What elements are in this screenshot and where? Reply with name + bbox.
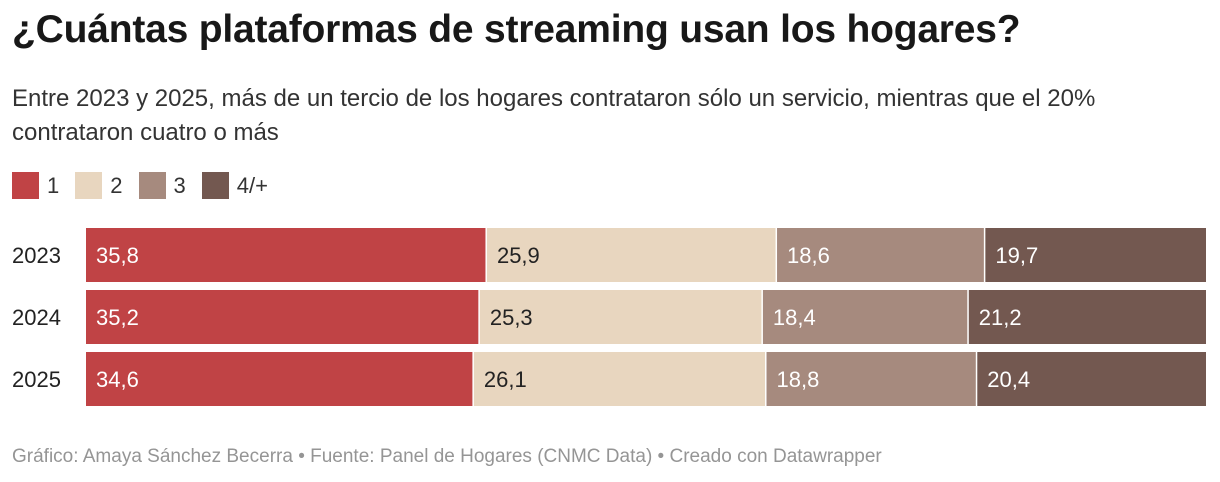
row-label-2025: 2025 — [12, 367, 61, 392]
data-label-2023-4: 19,7 — [995, 243, 1038, 268]
data-label-2025-1: 34,6 — [96, 367, 139, 392]
chart-subtitle: Entre 2023 y 2025, más de un tercio de l… — [12, 85, 1096, 146]
data-label-2023-2: 25,9 — [497, 243, 540, 268]
legend-item-3: 3 — [138, 172, 186, 199]
chart-title: ¿Cuántas plataformas de streaming usan l… — [12, 8, 1021, 51]
bar-segment-2025-3 — [766, 352, 976, 406]
bar-segment-2023-2 — [486, 228, 776, 282]
data-label-2023-1: 35,8 — [96, 243, 139, 268]
legend-swatch-1 — [12, 172, 39, 199]
footer-credits: Gráfico: Amaya Sánchez Becerra • Fuente:… — [12, 446, 882, 467]
legend-label-2: 2 — [110, 172, 123, 198]
legend: 1 2 3 4/+ — [12, 172, 284, 199]
data-label-2025-2: 26,1 — [484, 367, 527, 392]
data-label-2023-3: 18,6 — [787, 243, 830, 268]
bar-segment-2025-4 — [977, 352, 1206, 406]
row-label-2023: 2023 — [12, 243, 61, 268]
legend-item-4: 4/+ — [201, 172, 268, 199]
bar-segment-2025-1 — [86, 352, 473, 406]
bar-segment-2024-1 — [86, 290, 479, 344]
legend-label-3: 3 — [173, 172, 186, 198]
bar-segment-2023-1 — [86, 228, 486, 282]
stacked-bar-chart: 2023 35,8 25,9 18,6 19,7 2024 35,2 25,3 18,4 21,2… — [12, 228, 1206, 406]
bar-segment-2024-3 — [762, 290, 968, 344]
bar-segment-2024-4 — [968, 290, 1206, 344]
bar-segment-2023-4 — [985, 228, 1206, 282]
data-label-2024-3: 18,4 — [773, 305, 816, 330]
legend-item-1: 1 — [12, 172, 59, 199]
data-label-2024-2: 25,3 — [490, 305, 533, 330]
row-label-2024: 2024 — [12, 305, 61, 330]
legend-item-2: 2 — [75, 172, 123, 199]
legend-label-1: 1 — [47, 172, 60, 198]
legend-label-4: 4/+ — [236, 172, 268, 198]
bar-segment-2024-2 — [479, 290, 762, 344]
legend-swatch-4 — [201, 172, 229, 199]
bar-segment-2025-2 — [473, 352, 766, 406]
data-label-2025-4: 20,4 — [987, 367, 1030, 392]
legend-swatch-2 — [75, 172, 103, 199]
bar-segment-2023-3 — [777, 228, 984, 282]
legend-swatch-3 — [138, 172, 166, 199]
data-label-2024-4: 21,2 — [979, 305, 1022, 330]
data-label-2024-1: 35,2 — [96, 305, 139, 330]
data-label-2025-3: 18,8 — [777, 367, 820, 392]
